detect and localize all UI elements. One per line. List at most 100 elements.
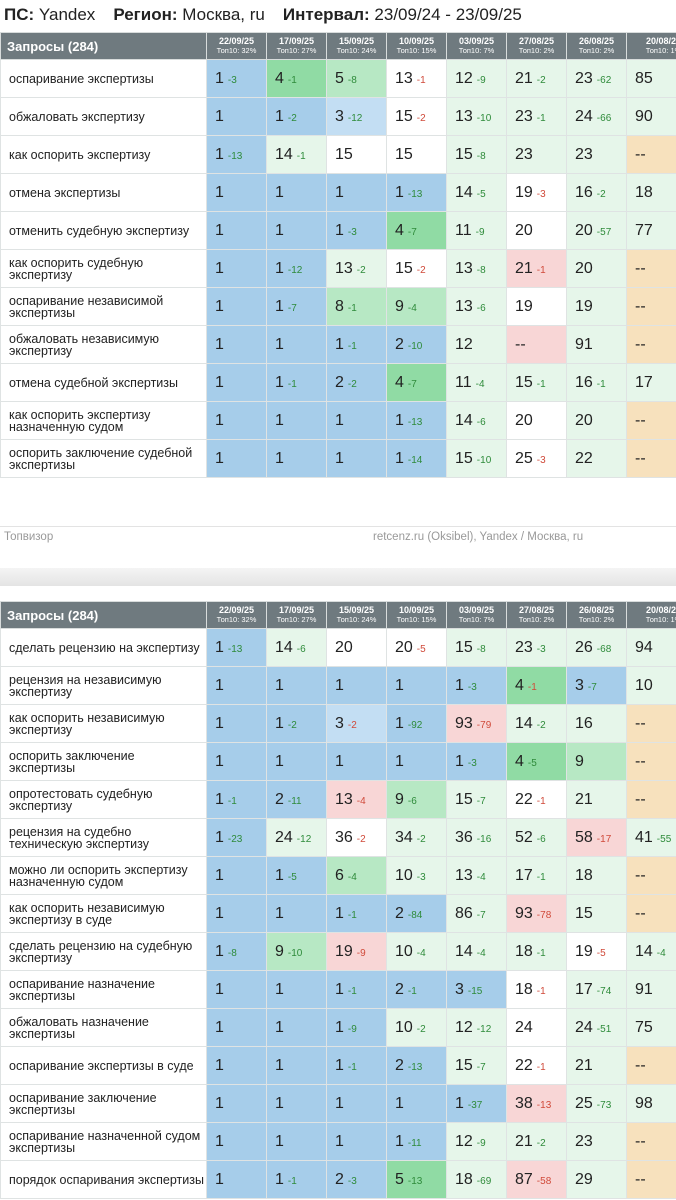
- position-cell[interactable]: 19 -3: [506, 173, 567, 212]
- position-cell[interactable]: 1: [386, 1084, 447, 1123]
- position-cell[interactable]: 58 -17: [566, 818, 627, 857]
- position-cell[interactable]: 16 -1: [566, 363, 627, 402]
- position-cell[interactable]: 15 -2: [386, 249, 447, 288]
- position-cell[interactable]: 1: [326, 439, 387, 478]
- position-cell[interactable]: 18: [566, 856, 627, 895]
- position-cell[interactable]: 14 -4: [626, 932, 676, 971]
- query-text[interactable]: оспаривание назначенной судом экспертизы: [0, 1122, 207, 1161]
- position-cell[interactable]: 15: [566, 894, 627, 933]
- position-cell[interactable]: 1 -12: [266, 249, 327, 288]
- position-cell[interactable]: 19 -5: [566, 932, 627, 971]
- position-cell[interactable]: 1 -14: [386, 439, 447, 478]
- position-cell[interactable]: 52 -6: [506, 818, 567, 857]
- position-cell[interactable]: 1 -1: [326, 894, 387, 933]
- position-cell[interactable]: 1 -9: [326, 1008, 387, 1047]
- position-cell[interactable]: 1 -7: [266, 287, 327, 326]
- position-cell[interactable]: 11 -4: [446, 363, 507, 402]
- position-cell[interactable]: 15: [386, 135, 447, 174]
- position-cell[interactable]: 12 -9: [446, 1122, 507, 1161]
- position-cell[interactable]: 11 -9: [446, 211, 507, 250]
- date-column-header[interactable]: 27/08/25 Топ10: 2%: [506, 32, 567, 60]
- query-text[interactable]: как оспорить экспертизу: [0, 135, 207, 174]
- position-cell[interactable]: 94: [626, 628, 676, 667]
- position-cell[interactable]: --: [626, 439, 676, 478]
- position-cell[interactable]: 1 -37: [446, 1084, 507, 1123]
- position-cell[interactable]: 12 -12: [446, 1008, 507, 1047]
- position-cell[interactable]: 13 -2: [326, 249, 387, 288]
- position-cell[interactable]: 1: [266, 401, 327, 440]
- position-cell[interactable]: 1 -23: [206, 818, 267, 857]
- position-cell[interactable]: 1: [206, 1122, 267, 1161]
- position-cell[interactable]: 26 -68: [566, 628, 627, 667]
- position-cell[interactable]: 1: [266, 325, 327, 364]
- position-cell[interactable]: 14 -6: [266, 628, 327, 667]
- date-column-header[interactable]: 17/09/25 Топ10: 27%: [266, 601, 327, 629]
- position-cell[interactable]: 20 -57: [566, 211, 627, 250]
- position-cell[interactable]: 9 -4: [386, 287, 447, 326]
- position-cell[interactable]: 23 -3: [506, 628, 567, 667]
- position-cell[interactable]: 4 -5: [506, 742, 567, 781]
- position-cell[interactable]: 21: [566, 1046, 627, 1085]
- position-cell[interactable]: 4 -1: [266, 59, 327, 98]
- position-cell[interactable]: 1: [386, 742, 447, 781]
- position-cell[interactable]: 24 -51: [566, 1008, 627, 1047]
- position-cell[interactable]: 1: [206, 856, 267, 895]
- position-cell[interactable]: 1: [266, 894, 327, 933]
- position-cell[interactable]: 1: [206, 970, 267, 1009]
- position-cell[interactable]: 1 -13: [206, 135, 267, 174]
- position-cell[interactable]: 12 -9: [446, 59, 507, 98]
- position-cell[interactable]: 1 -3: [446, 666, 507, 705]
- position-cell[interactable]: 1: [326, 401, 387, 440]
- position-cell[interactable]: 23: [566, 1122, 627, 1161]
- position-cell[interactable]: 87 -58: [506, 1160, 567, 1199]
- position-cell[interactable]: 1: [206, 1084, 267, 1123]
- position-cell[interactable]: 10 -4: [386, 932, 447, 971]
- position-cell[interactable]: 13 -6: [446, 287, 507, 326]
- position-cell[interactable]: 24 -66: [566, 97, 627, 136]
- date-column-header[interactable]: 26/08/25 Топ10: 2%: [566, 601, 627, 629]
- position-cell[interactable]: 8 -1: [326, 287, 387, 326]
- position-cell[interactable]: 5 -8: [326, 59, 387, 98]
- position-cell[interactable]: --: [626, 704, 676, 743]
- position-cell[interactable]: --: [506, 325, 567, 364]
- date-column-header[interactable]: 03/09/25 Топ10: 7%: [446, 601, 507, 629]
- position-cell[interactable]: 10: [626, 666, 676, 705]
- position-cell[interactable]: 24 -12: [266, 818, 327, 857]
- position-cell[interactable]: --: [626, 401, 676, 440]
- date-column-header[interactable]: 17/09/25 Топ10: 27%: [266, 32, 327, 60]
- position-cell[interactable]: 18 -1: [506, 970, 567, 1009]
- query-text[interactable]: как оспорить независимую экспертизу: [0, 704, 207, 743]
- position-cell[interactable]: 14 -1: [266, 135, 327, 174]
- position-cell[interactable]: 13 -8: [446, 249, 507, 288]
- position-cell[interactable]: 21 -2: [506, 59, 567, 98]
- position-cell[interactable]: 1 -1: [206, 780, 267, 819]
- query-text[interactable]: сделать рецензию на экспертизу: [0, 628, 207, 667]
- position-cell[interactable]: 1: [206, 249, 267, 288]
- position-cell[interactable]: 23: [566, 135, 627, 174]
- position-cell[interactable]: 2 -13: [386, 1046, 447, 1085]
- position-cell[interactable]: 3 -2: [326, 704, 387, 743]
- position-cell[interactable]: 9 -6: [386, 780, 447, 819]
- query-text[interactable]: оспорить заключение экспертизы: [0, 742, 207, 781]
- date-column-header[interactable]: 27/08/25 Топ10: 2%: [506, 601, 567, 629]
- query-text[interactable]: сделать рецензию на судебную экспертизу: [0, 932, 207, 971]
- position-cell[interactable]: 1: [206, 742, 267, 781]
- position-cell[interactable]: 2 -84: [386, 894, 447, 933]
- position-cell[interactable]: 18 -1: [506, 932, 567, 971]
- position-cell[interactable]: 90: [626, 97, 676, 136]
- date-column-header[interactable]: 22/09/25 Топ10: 32%: [206, 601, 267, 629]
- query-text[interactable]: отмена судебной экспертизы: [0, 363, 207, 402]
- position-cell[interactable]: 1 -2: [266, 704, 327, 743]
- query-text[interactable]: оспаривание независимой экспертизы: [0, 287, 207, 326]
- position-cell[interactable]: 1 -1: [266, 1160, 327, 1199]
- position-cell[interactable]: 15 -10: [446, 439, 507, 478]
- position-cell[interactable]: --: [626, 1046, 676, 1085]
- position-cell[interactable]: 23: [506, 135, 567, 174]
- query-text[interactable]: рецензия на судебно техническую эксперти…: [0, 818, 207, 857]
- position-cell[interactable]: 1 -3: [206, 59, 267, 98]
- position-cell[interactable]: 1 -13: [206, 628, 267, 667]
- position-cell[interactable]: --: [626, 287, 676, 326]
- position-cell[interactable]: 36 -16: [446, 818, 507, 857]
- position-cell[interactable]: 15 -1: [506, 363, 567, 402]
